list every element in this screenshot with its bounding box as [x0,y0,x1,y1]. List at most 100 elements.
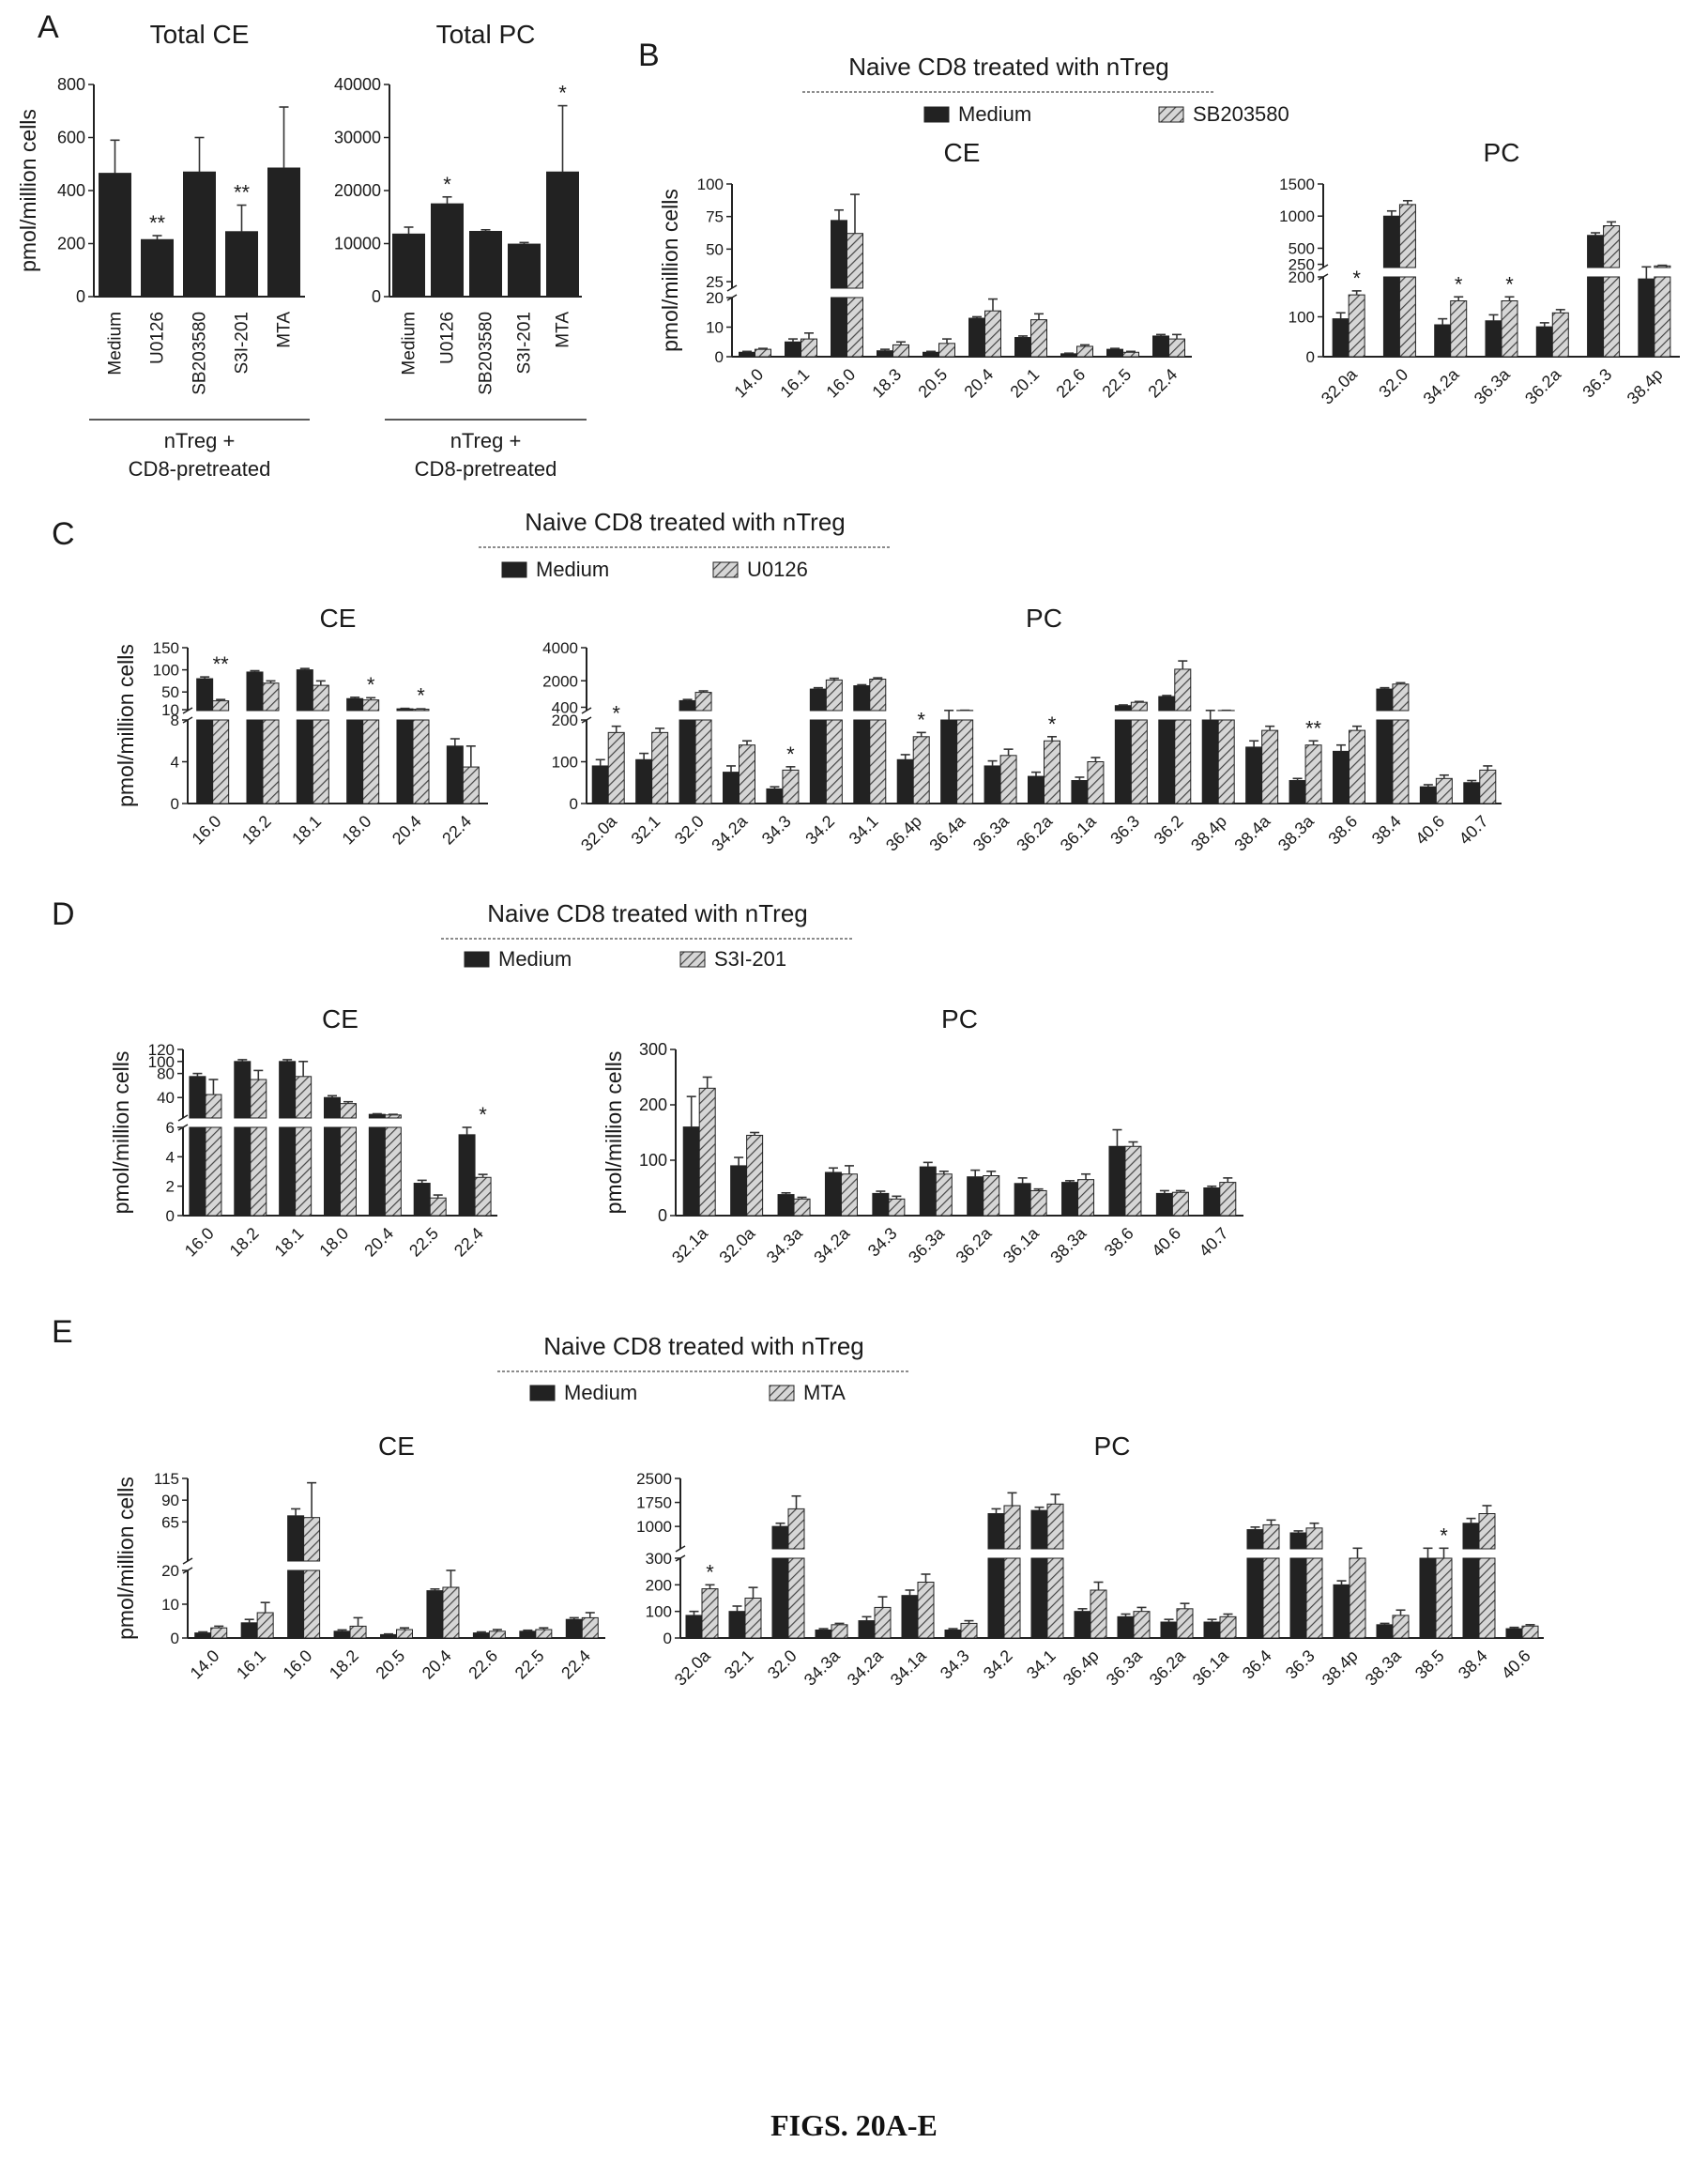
bar [384,1126,402,1217]
bar [1003,1557,1021,1639]
chart-c1: C Naive CD8 treated with nTreg Medium U0126… [52,508,892,849]
bar [787,1557,805,1639]
bar [1246,1529,1264,1550]
bar [1398,276,1416,358]
bar [1501,300,1518,358]
bar [1392,683,1410,712]
bar [1262,1523,1280,1550]
bar [846,297,863,358]
bar [679,719,696,804]
bar [312,684,329,712]
bar [846,233,863,289]
panel-header: Naive CD8 treated with nTreg [543,1332,864,1360]
bar [340,1126,357,1217]
bar [1419,1557,1437,1639]
x-tick-label: 32.0a [671,1646,715,1690]
x-tick-label: 34.1 [846,812,882,849]
bar [815,1630,832,1639]
bar [442,1586,460,1639]
bar [210,1627,228,1639]
bar [1246,1557,1264,1639]
bar [858,1620,876,1639]
bar [196,719,214,804]
bar [877,350,893,358]
bar [728,1611,746,1639]
bar [384,1114,402,1119]
x-tick-label: 38.4 [1368,812,1405,849]
y-axis-label: pmol/million cells [114,1477,138,1640]
x-tick-label: 38.5 [1411,1646,1448,1683]
bar [1587,235,1605,268]
bar [917,1582,935,1639]
bar [591,765,609,804]
bar [824,1171,842,1217]
bar [1106,348,1123,358]
x-tick-label: 40.7 [1456,812,1492,849]
bar [225,231,258,298]
x-tick-label: 34.3 [758,812,795,849]
significance-mark: * [417,684,425,708]
bar [983,1175,1000,1217]
x-tick-label: 38.3a [1362,1646,1406,1690]
bar [413,1183,431,1217]
bar [1289,1532,1307,1550]
x-tick-label: 34.2a [844,1646,888,1690]
x-tick-label: 34.2a [708,811,752,855]
x-tick-label: 36.3 [1282,1646,1319,1683]
bar [1261,729,1279,804]
panel-letter: D [52,896,75,932]
bar [1305,1527,1323,1550]
bar [1160,1621,1178,1639]
x-tick-label: 20.4 [360,1224,397,1261]
bar [944,1630,962,1639]
bar [1176,1608,1194,1639]
bar [472,1632,490,1639]
bar [262,719,280,804]
panel-letter: B [638,38,660,73]
bar [739,744,755,804]
y-tick-label: 40 [157,1089,175,1107]
bar [1382,215,1400,268]
bar [196,678,214,712]
y-tick-label: 100 [697,176,724,193]
group-label: nTreg + [164,429,236,452]
y-tick-label: 0 [372,287,381,306]
x-tick-label: 40.6 [1498,1646,1534,1683]
bar [874,1606,892,1639]
axis-break-mark [182,707,193,714]
bar [651,731,669,804]
bar [782,769,800,804]
chart-a1: A Total CE 0 200 400 600 800 pmol/million cells… [16,9,310,481]
bar [1521,1625,1539,1639]
figure-caption: FIGS. 20A-E [770,2108,938,2142]
legend-label: MTA [803,1381,846,1404]
bar [853,685,871,712]
bar [99,173,131,298]
bar [1462,1523,1480,1550]
bar [1030,1557,1048,1639]
y-axis-label: pmol/million cells [658,189,682,352]
legend-swatch [769,1385,795,1401]
bar [1376,719,1394,804]
bar [368,1126,386,1217]
chart-a2: Total PC 0 10000 20000 30000 40000 Medium * U012… [334,20,587,481]
bar [901,1595,919,1639]
bar [1044,740,1060,804]
bar [793,1198,811,1217]
bar [960,1622,978,1639]
bar [755,348,771,358]
bar [1219,1615,1237,1639]
x-tick-label: 34.2 [980,1646,1016,1683]
bar [194,1632,212,1639]
x-tick-label: 36.3 [1106,812,1143,849]
y-tick-label: 0 [1306,348,1315,366]
chart-title: PC [941,1004,978,1033]
legend-label: Medium [564,1381,637,1404]
bar [234,1126,252,1217]
bar [535,1629,553,1639]
x-tick-label: 20.5 [914,365,951,402]
x-tick-label: 22.5 [1098,365,1135,402]
bar [205,1126,222,1217]
bar [984,310,1001,358]
bar [785,341,801,358]
